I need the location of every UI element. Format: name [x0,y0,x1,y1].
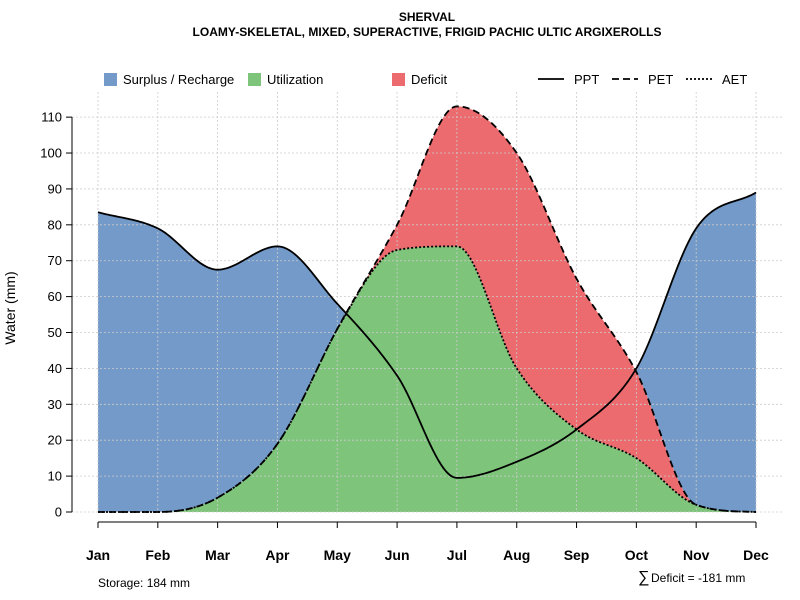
legend-swatch-utilization [248,73,261,86]
x-tick-label-apr: Apr [265,547,290,563]
aet-line [98,245,757,513]
x-tick-label-oct: Oct [625,547,649,563]
y-tick-label: 40 [48,361,62,376]
chart-subtitle: LOAMY-SKELETAL, MIXED, SUPERACTIVE, FRIG… [193,25,662,39]
y-tick-label: 30 [48,397,62,412]
x-tick-label-nov: Nov [683,547,710,563]
legend-label-deficit: Deficit [411,72,448,87]
plot-area: 0 10 20 30 40 50 60 70 80 90 100 110 Jan Feb Mar Apr May… [40,92,784,563]
y-tick-label: 20 [48,433,62,448]
y-tick-label: 10 [48,469,62,484]
x-tick-label-jun: Jun [385,547,410,563]
legend: Surplus / Recharge Utilization Deficit PPT P… [104,72,747,87]
deficit-sum-symbol: ∑ [638,569,649,586]
x-tick-label-feb: Feb [145,547,170,563]
legend-label-aet: AET [722,72,747,87]
x-tick-label-may: May [324,547,351,563]
axes: 0 10 20 30 40 50 60 70 80 90 100 110 Jan Feb Mar Apr May… [40,110,769,563]
area-fills [98,106,756,513]
legend-label-pet: PET [648,72,673,87]
utilization-area [98,246,756,513]
y-tick-label: 100 [40,146,62,161]
y-tick-label: 70 [48,253,62,268]
y-tick-label: 50 [48,325,62,340]
legend-label-utilization: Utilization [267,72,323,87]
legend-label-ppt: PPT [574,72,599,87]
deficit-area [98,106,756,513]
x-tick-label-aug: Aug [503,547,530,563]
legend-swatch-surplus-recharge [104,73,117,86]
y-tick-label: 110 [41,110,62,125]
x-tick-label-mar: Mar [205,547,230,563]
y-axis-label: Water (mm) [2,271,18,344]
y-tick-label: 80 [48,217,62,232]
pet-line [98,105,757,513]
x-tick-label-dec: Dec [743,547,769,563]
x-tick-label-sep: Sep [564,547,590,563]
deficit-annotation: Deficit = -181 mm [651,571,745,585]
storage-annotation: Storage: 184 mm [98,576,190,590]
ppt-line [97,191,757,479]
x-tick-label-jul: Jul [447,547,467,563]
series-lines [97,105,757,513]
y-tick-label: 60 [48,289,62,304]
legend-label-surplus-recharge: Surplus / Recharge [123,72,234,87]
chart-title: SHERVAL [399,10,455,24]
y-tick-label: 90 [48,181,62,196]
x-tick-label-jan: Jan [86,547,110,563]
legend-swatch-deficit [392,73,405,86]
y-tick-label: 0 [55,505,62,520]
surplus-recharge-area [98,106,756,513]
